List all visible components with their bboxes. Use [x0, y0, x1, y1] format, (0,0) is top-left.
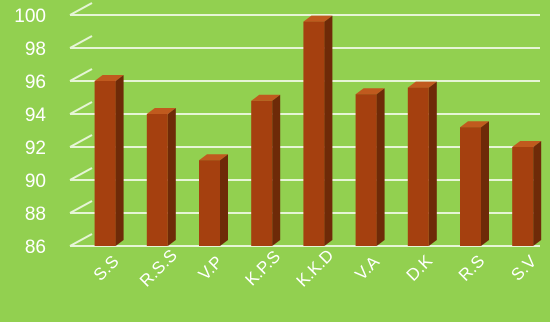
gridline-slant [69, 167, 93, 181]
bar-top-face [303, 15, 333, 22]
bar-side-face [272, 94, 281, 246]
bar [251, 94, 281, 246]
bar-top-face [146, 108, 176, 114]
bar-side-face [481, 121, 489, 246]
x-category-label: V.A [351, 252, 383, 284]
x-category-label: K.P.S [241, 247, 284, 290]
bar-front-face [355, 94, 377, 246]
gridline-slant [69, 101, 93, 115]
bar-top-face [251, 94, 281, 101]
bar-top-face [355, 88, 385, 95]
bar-front-face [460, 127, 481, 246]
gridline-slant [69, 2, 93, 16]
x-category-label: S.V [507, 251, 540, 284]
bar-side-face [428, 81, 437, 246]
gridline-slant [69, 233, 93, 247]
y-axis-tick-labels: 86 88 90 92 94 96 98 100 [14, 6, 46, 258]
bar [355, 88, 385, 246]
y-tick-label: 100 [14, 6, 46, 27]
gridline-slant [69, 200, 93, 214]
y-tick-label: 98 [25, 39, 46, 60]
x-category-label: V.P [195, 252, 227, 284]
bar [303, 15, 333, 246]
x-category-label: R.S [455, 251, 488, 284]
gridline-slant [69, 68, 93, 82]
bar-top-face [512, 141, 542, 147]
bar [460, 121, 489, 246]
bar-front-face [407, 87, 429, 246]
bar-front-face [512, 147, 534, 246]
bars [94, 15, 542, 246]
y-tick-label: 90 [25, 171, 46, 192]
y-tick-label: 96 [25, 72, 46, 93]
bar-side-face [324, 15, 333, 246]
bar-front-face [251, 100, 273, 246]
bar-side-face [167, 108, 176, 246]
x-category-label: K.K.D [293, 246, 338, 291]
bar-side-face [220, 154, 228, 246]
bar-front-face [199, 160, 220, 246]
x-category-label: D.K [403, 251, 437, 285]
bar-front-face [303, 21, 325, 246]
y-tick-label: 86 [25, 237, 46, 258]
bar-top-face [460, 121, 489, 128]
bar-side-face [376, 88, 385, 246]
gridline-slant [69, 35, 93, 49]
bar [407, 81, 437, 246]
x-axis-category-labels: S.S R.S.S V.P K.P.S K.K.D V.A D.K R.S S.V [90, 246, 541, 291]
bar [199, 154, 228, 246]
bar [94, 75, 124, 246]
x-category-label: S.S [90, 252, 123, 285]
bar-front-face [94, 81, 116, 246]
bar [146, 108, 176, 246]
bar-top-face [407, 81, 437, 88]
bar [512, 141, 542, 246]
bar-top-face [199, 154, 228, 161]
bar-side-face [533, 141, 542, 246]
y-tick-label: 88 [25, 204, 46, 225]
bar-front-face [146, 114, 168, 246]
bar-top-face [94, 75, 124, 81]
gridline-slant [69, 134, 93, 148]
x-category-label: R.S.S [136, 246, 181, 291]
y-tick-label: 94 [25, 105, 47, 126]
y-tick-label: 92 [25, 138, 46, 159]
bar-side-face [115, 75, 124, 246]
